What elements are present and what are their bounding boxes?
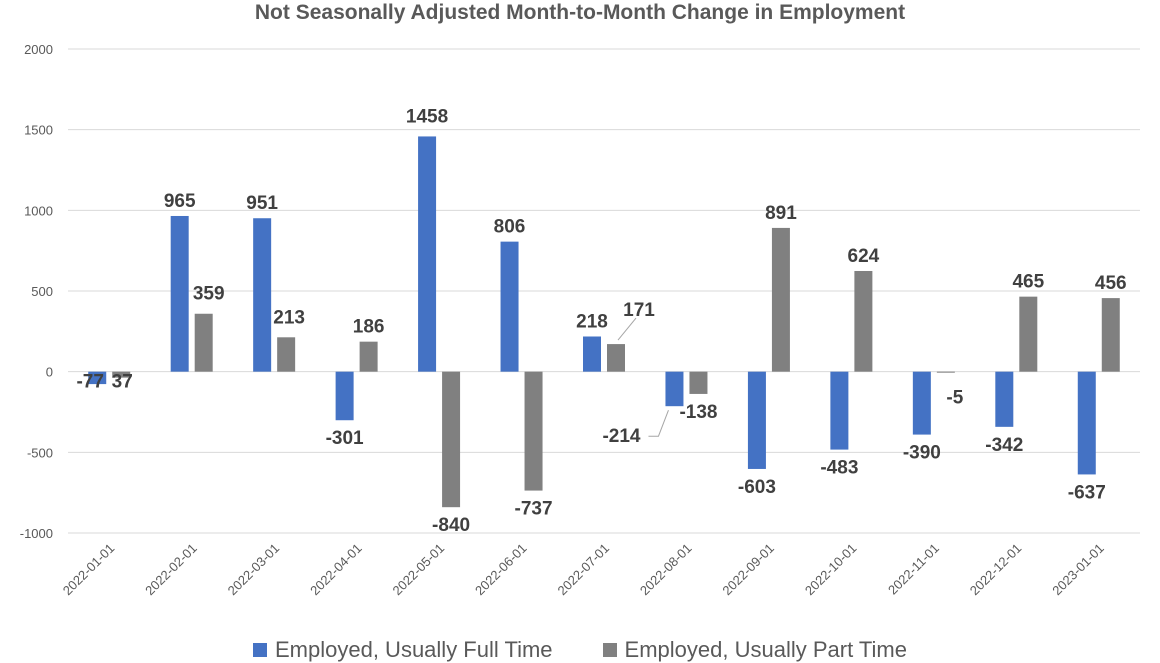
bar-full-time: [1077, 371, 1096, 475]
x-tick-label: 2022-07-01: [554, 541, 612, 599]
bar-part-time: [607, 344, 625, 372]
data-label-full-time: 1458: [406, 106, 448, 127]
bar-part-time: [442, 371, 461, 508]
x-tick-label: 2022-11-01: [885, 541, 942, 598]
bar-part-time: [771, 227, 790, 372]
data-labels: -77 37 965 359 951 213 -301 186 1458 -840 806 -737 2…: [76, 106, 1126, 536]
data-label-part-time: 37: [112, 372, 133, 393]
data-label-part-time: -840: [432, 515, 470, 536]
bar-part-time: [524, 371, 543, 491]
x-tick-label: 2022-02-01: [142, 541, 200, 599]
bar-part-time: [112, 371, 131, 378]
y-tick-label: -1000: [20, 526, 53, 541]
bar-full-time: [253, 218, 272, 372]
chart-title: Not Seasonally Adjusted Month-to-Month C…: [254, 1, 906, 24]
bar-full-time: [88, 371, 107, 385]
y-tick-label: -500: [27, 445, 53, 460]
x-axis-tick-labels: 2022-01-01 2022-02-01 2022-03-01 2022-04-01…: [60, 541, 1107, 599]
data-label-full-time: 806: [494, 217, 526, 238]
x-tick-label: 2022-09-01: [719, 541, 777, 599]
y-tick-label: 1500: [24, 123, 53, 138]
bar-full-time: [747, 371, 766, 469]
x-tick-label: 2022-12-01: [967, 541, 1025, 599]
data-label-full-time: -214: [602, 426, 640, 447]
data-label-full-time: -483: [820, 458, 858, 479]
data-label-part-time: -737: [515, 499, 553, 520]
bars: [88, 136, 1120, 508]
data-label-part-time: -5: [946, 388, 963, 409]
data-label-full-time: 951: [246, 193, 278, 214]
data-label-part-time: 359: [193, 284, 225, 305]
x-tick-label: 2023-01-01: [1049, 541, 1107, 599]
y-axis-tick-labels: 2000 1500 1000 500 0 -500 -1000: [20, 42, 53, 541]
data-label-part-time: -138: [679, 402, 717, 423]
data-label-part-time: 624: [848, 246, 880, 267]
y-tick-label: 2000: [24, 42, 53, 57]
data-label-full-time: 965: [164, 191, 196, 212]
legend-item-part-time: Employed, Usually Part Time: [602, 636, 907, 663]
bar-full-time: [500, 241, 519, 372]
bar-part-time: [854, 270, 873, 372]
bar-full-time: [912, 371, 931, 435]
bar-full-time: [170, 215, 189, 372]
bar-full-time: [583, 336, 601, 372]
data-label-full-time: -77: [76, 372, 103, 393]
data-label-part-time: 213: [273, 307, 305, 328]
legend-label-part-time: Employed, Usually Part Time: [624, 636, 907, 662]
data-label-full-time: 218: [576, 311, 608, 332]
x-tick-label: 2022-01-01: [60, 541, 118, 599]
bar-full-time: [665, 371, 684, 407]
bar-part-time: [277, 337, 296, 372]
legend-item-full-time: Employed, Usually Full Time: [253, 637, 553, 663]
legend-swatch-full-time: [253, 642, 267, 657]
x-tick-label: 2022-08-01: [637, 541, 695, 599]
data-label-part-time: 186: [353, 317, 385, 338]
x-tick-label: 2022-05-01: [390, 541, 448, 599]
legend-swatch-part-time: [602, 642, 617, 657]
bar-full-time: [418, 136, 437, 372]
x-tick-label: 2022-03-01: [225, 541, 283, 599]
gridlines: [68, 48, 1140, 534]
data-label-full-time: -637: [1068, 482, 1106, 503]
data-label-part-time: 891: [765, 203, 797, 224]
data-label-full-time: -390: [903, 443, 941, 464]
data-label-full-time: -301: [326, 428, 364, 449]
leader-line: [648, 410, 669, 437]
y-tick-label: 500: [31, 284, 53, 299]
bar-full-time: [995, 371, 1014, 427]
bar-part-time: [689, 371, 708, 394]
bar-full-time: [335, 371, 354, 421]
legend: Employed, Usually Full Time Employed, Us…: [0, 636, 1160, 663]
bar-full-time: [830, 371, 849, 450]
bar-part-time: [936, 371, 955, 373]
data-label-full-time: -603: [738, 477, 776, 498]
bar-part-time: [359, 341, 378, 372]
data-label-part-time: 456: [1095, 273, 1127, 294]
bar-part-time: [194, 313, 213, 372]
leader-line: [617, 317, 637, 341]
data-label-part-time: 465: [1012, 272, 1044, 293]
x-tick-label: 2022-06-01: [472, 541, 530, 599]
legend-label-full-time: Employed, Usually Full Time: [275, 636, 553, 662]
x-tick-label: 2022-10-01: [802, 541, 860, 599]
y-tick-label: 0: [46, 365, 53, 380]
x-tick-label: 2022-04-01: [307, 541, 365, 599]
data-label-part-time: 171: [623, 300, 655, 321]
bar-part-time: [1019, 296, 1038, 372]
y-tick-label: 1000: [24, 203, 53, 218]
bar-part-time: [1101, 298, 1120, 372]
data-label-full-time: -342: [985, 435, 1023, 456]
